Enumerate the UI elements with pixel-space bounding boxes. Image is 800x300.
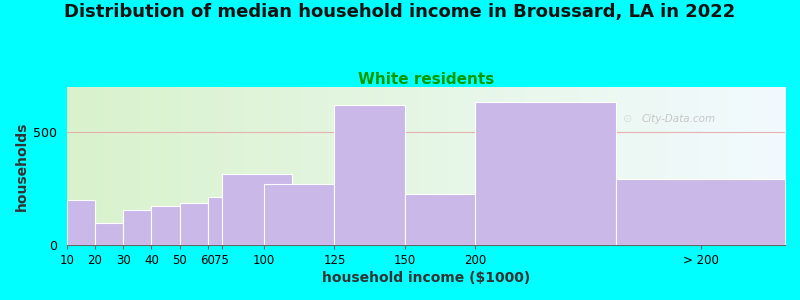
Bar	[616, 179, 785, 245]
Y-axis label: households: households	[15, 121, 29, 211]
Bar	[222, 174, 292, 245]
Bar	[405, 194, 546, 245]
Bar	[151, 206, 179, 245]
Bar	[123, 210, 151, 245]
Bar	[67, 200, 95, 245]
Bar	[475, 102, 616, 245]
Bar	[264, 184, 334, 245]
Bar	[208, 197, 250, 245]
Text: ⊙: ⊙	[623, 114, 633, 124]
Bar	[334, 105, 405, 245]
X-axis label: household income ($1000): household income ($1000)	[322, 271, 530, 285]
Text: Distribution of median household income in Broussard, LA in 2022: Distribution of median household income …	[64, 3, 736, 21]
Text: City-Data.com: City-Data.com	[642, 114, 715, 124]
Bar	[179, 203, 208, 245]
Title: White residents: White residents	[358, 72, 494, 87]
Bar	[95, 224, 123, 245]
